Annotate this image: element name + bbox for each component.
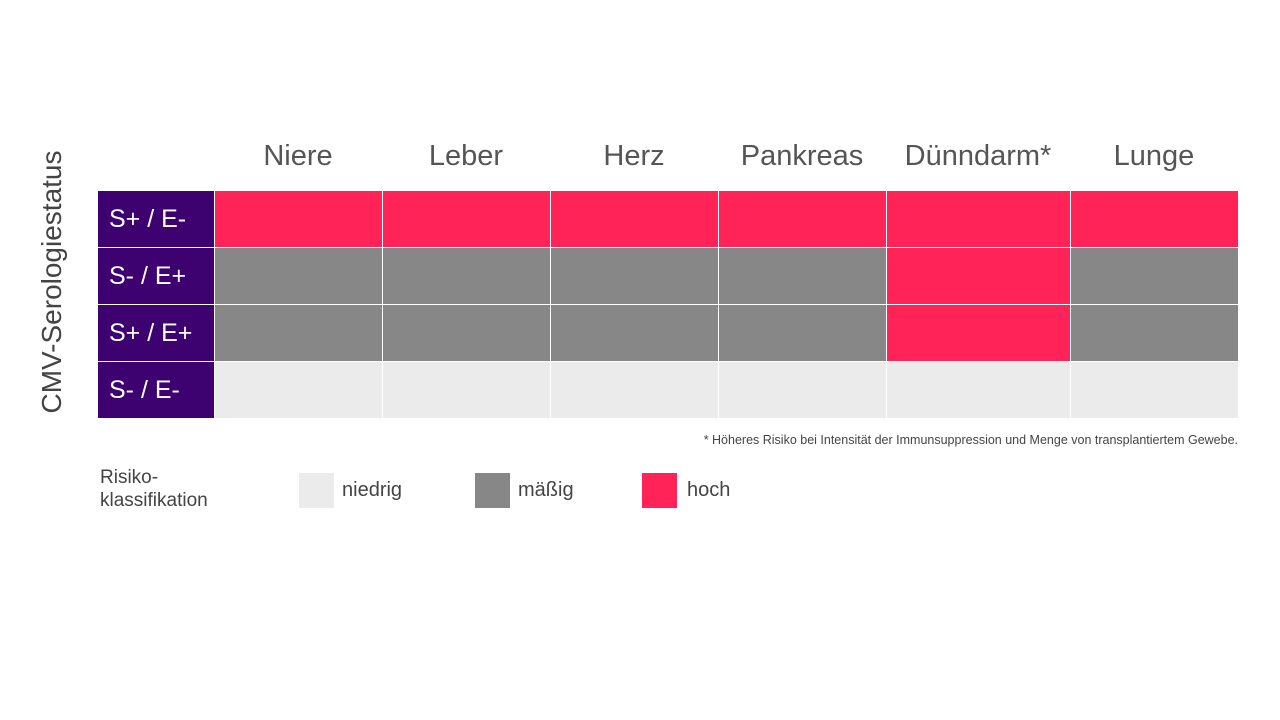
heatmap-cell <box>383 362 550 418</box>
heatmap-cell <box>887 248 1070 304</box>
legend-swatch <box>299 473 334 508</box>
heatmap-cell <box>1071 191 1238 247</box>
legend-label: hoch <box>687 479 731 501</box>
heatmap-cell <box>887 191 1070 247</box>
legend-label: niedrig <box>342 479 403 501</box>
legend-swatch <box>475 473 510 508</box>
heatmap-cell <box>551 362 718 418</box>
column-header: Herz <box>603 140 665 172</box>
heatmap-cell <box>719 191 886 247</box>
heatmap-cell <box>215 248 382 304</box>
heatmap-cell <box>383 191 550 247</box>
heatmap-cell <box>719 362 886 418</box>
heatmap-cell <box>383 305 550 361</box>
heatmap-cell <box>1071 362 1238 418</box>
heatmap-cell <box>887 362 1070 418</box>
legend-title: Risiko- klassifikation <box>100 466 208 512</box>
row-label: S+ / E+ <box>98 305 214 361</box>
heatmap-cell <box>719 305 886 361</box>
legend-swatch <box>642 473 677 508</box>
heatmap-cell <box>887 305 1070 361</box>
heatmap-cell <box>215 191 382 247</box>
heatmap-cell <box>1071 248 1238 304</box>
heatmap-cell <box>551 191 718 247</box>
heatmap-cell <box>215 305 382 361</box>
column-header: Niere <box>263 140 333 172</box>
column-header: Pankreas <box>740 140 864 172</box>
column-header: Leber <box>428 140 504 172</box>
column-headers: Niere Leber Herz Pankreas Dünndarm* Lunge <box>0 136 1280 176</box>
heatmap-cell <box>383 248 550 304</box>
column-header: Dünndarm* <box>904 140 1052 172</box>
heatmap-cell <box>551 248 718 304</box>
row-label: S- / E+ <box>98 248 214 304</box>
column-header: Lunge <box>1113 140 1195 172</box>
heatmap-cell <box>1071 305 1238 361</box>
heatmap-cell <box>215 362 382 418</box>
footnote: * Höheres Risiko bei Intensität der Immu… <box>703 433 1238 447</box>
row-label: S+ / E- <box>98 191 214 247</box>
row-label: S- / E- <box>98 362 214 418</box>
heatmap-cell <box>719 248 886 304</box>
y-axis-label: CMV-Serologiestatus <box>36 150 67 414</box>
legend-title-line2: klassifikation <box>100 490 208 511</box>
heatmap-cell <box>551 305 718 361</box>
legend-label: mäßig <box>518 479 574 501</box>
legend-title-line1: Risiko- <box>100 467 159 488</box>
